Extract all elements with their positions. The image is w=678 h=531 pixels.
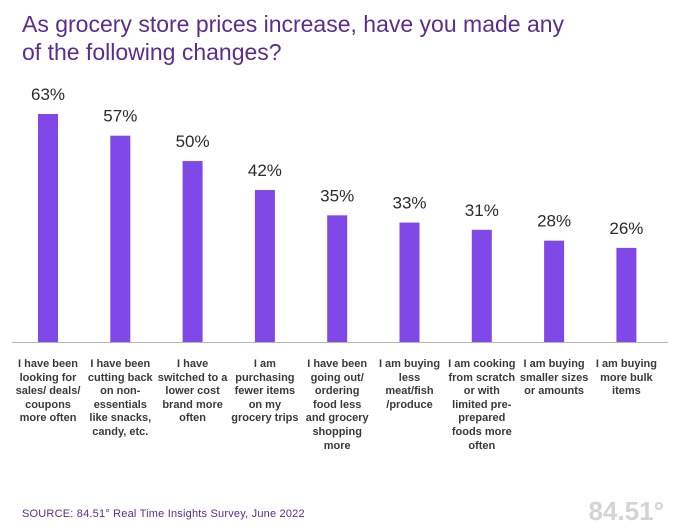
bar-9 [616,247,637,342]
value-label-4: 42% [248,161,282,180]
bar-1 [38,114,58,342]
category-label-8: I am buying smaller sizes or amounts [519,358,589,398]
category-label-6: I am buying less meat/fish /produce [378,358,441,411]
bar-2 [110,135,131,342]
category-label-9: I am buying more bulk items [595,358,657,398]
value-label-1: 63% [31,85,65,104]
bar-7 [471,229,492,342]
value-label-6: 33% [392,194,426,213]
value-label-2: 57% [103,107,137,126]
bar-4 [254,190,275,342]
value-label-3: 50% [176,132,210,151]
value-label-9: 26% [609,219,643,238]
category-label-4: I am purchasing fewer items on my grocer… [231,358,299,425]
category-label-7: I am cooking from scratch or with limite… [448,358,516,452]
bar-6 [399,222,420,342]
bar-8 [544,240,565,342]
brand-logo: 84.51° [588,496,664,526]
value-label-5: 35% [320,186,354,205]
value-label-7: 31% [465,201,499,220]
category-label-1: I have been looking for sales/ deals/ co… [15,358,81,425]
bar-3 [182,161,203,342]
source-note: SOURCE: 84.51° Real Time Insights Survey… [22,508,305,520]
category-label-2: I have been cutting back on non-essentia… [87,358,153,438]
bar-5 [327,215,348,342]
value-label-8: 28% [537,212,571,231]
category-label-5: I have been going out/ ordering food les… [305,358,369,452]
chart-title: As grocery store prices increase, have y… [22,11,565,65]
category-label-3: I have switched to a lower cost brand mo… [157,358,228,425]
